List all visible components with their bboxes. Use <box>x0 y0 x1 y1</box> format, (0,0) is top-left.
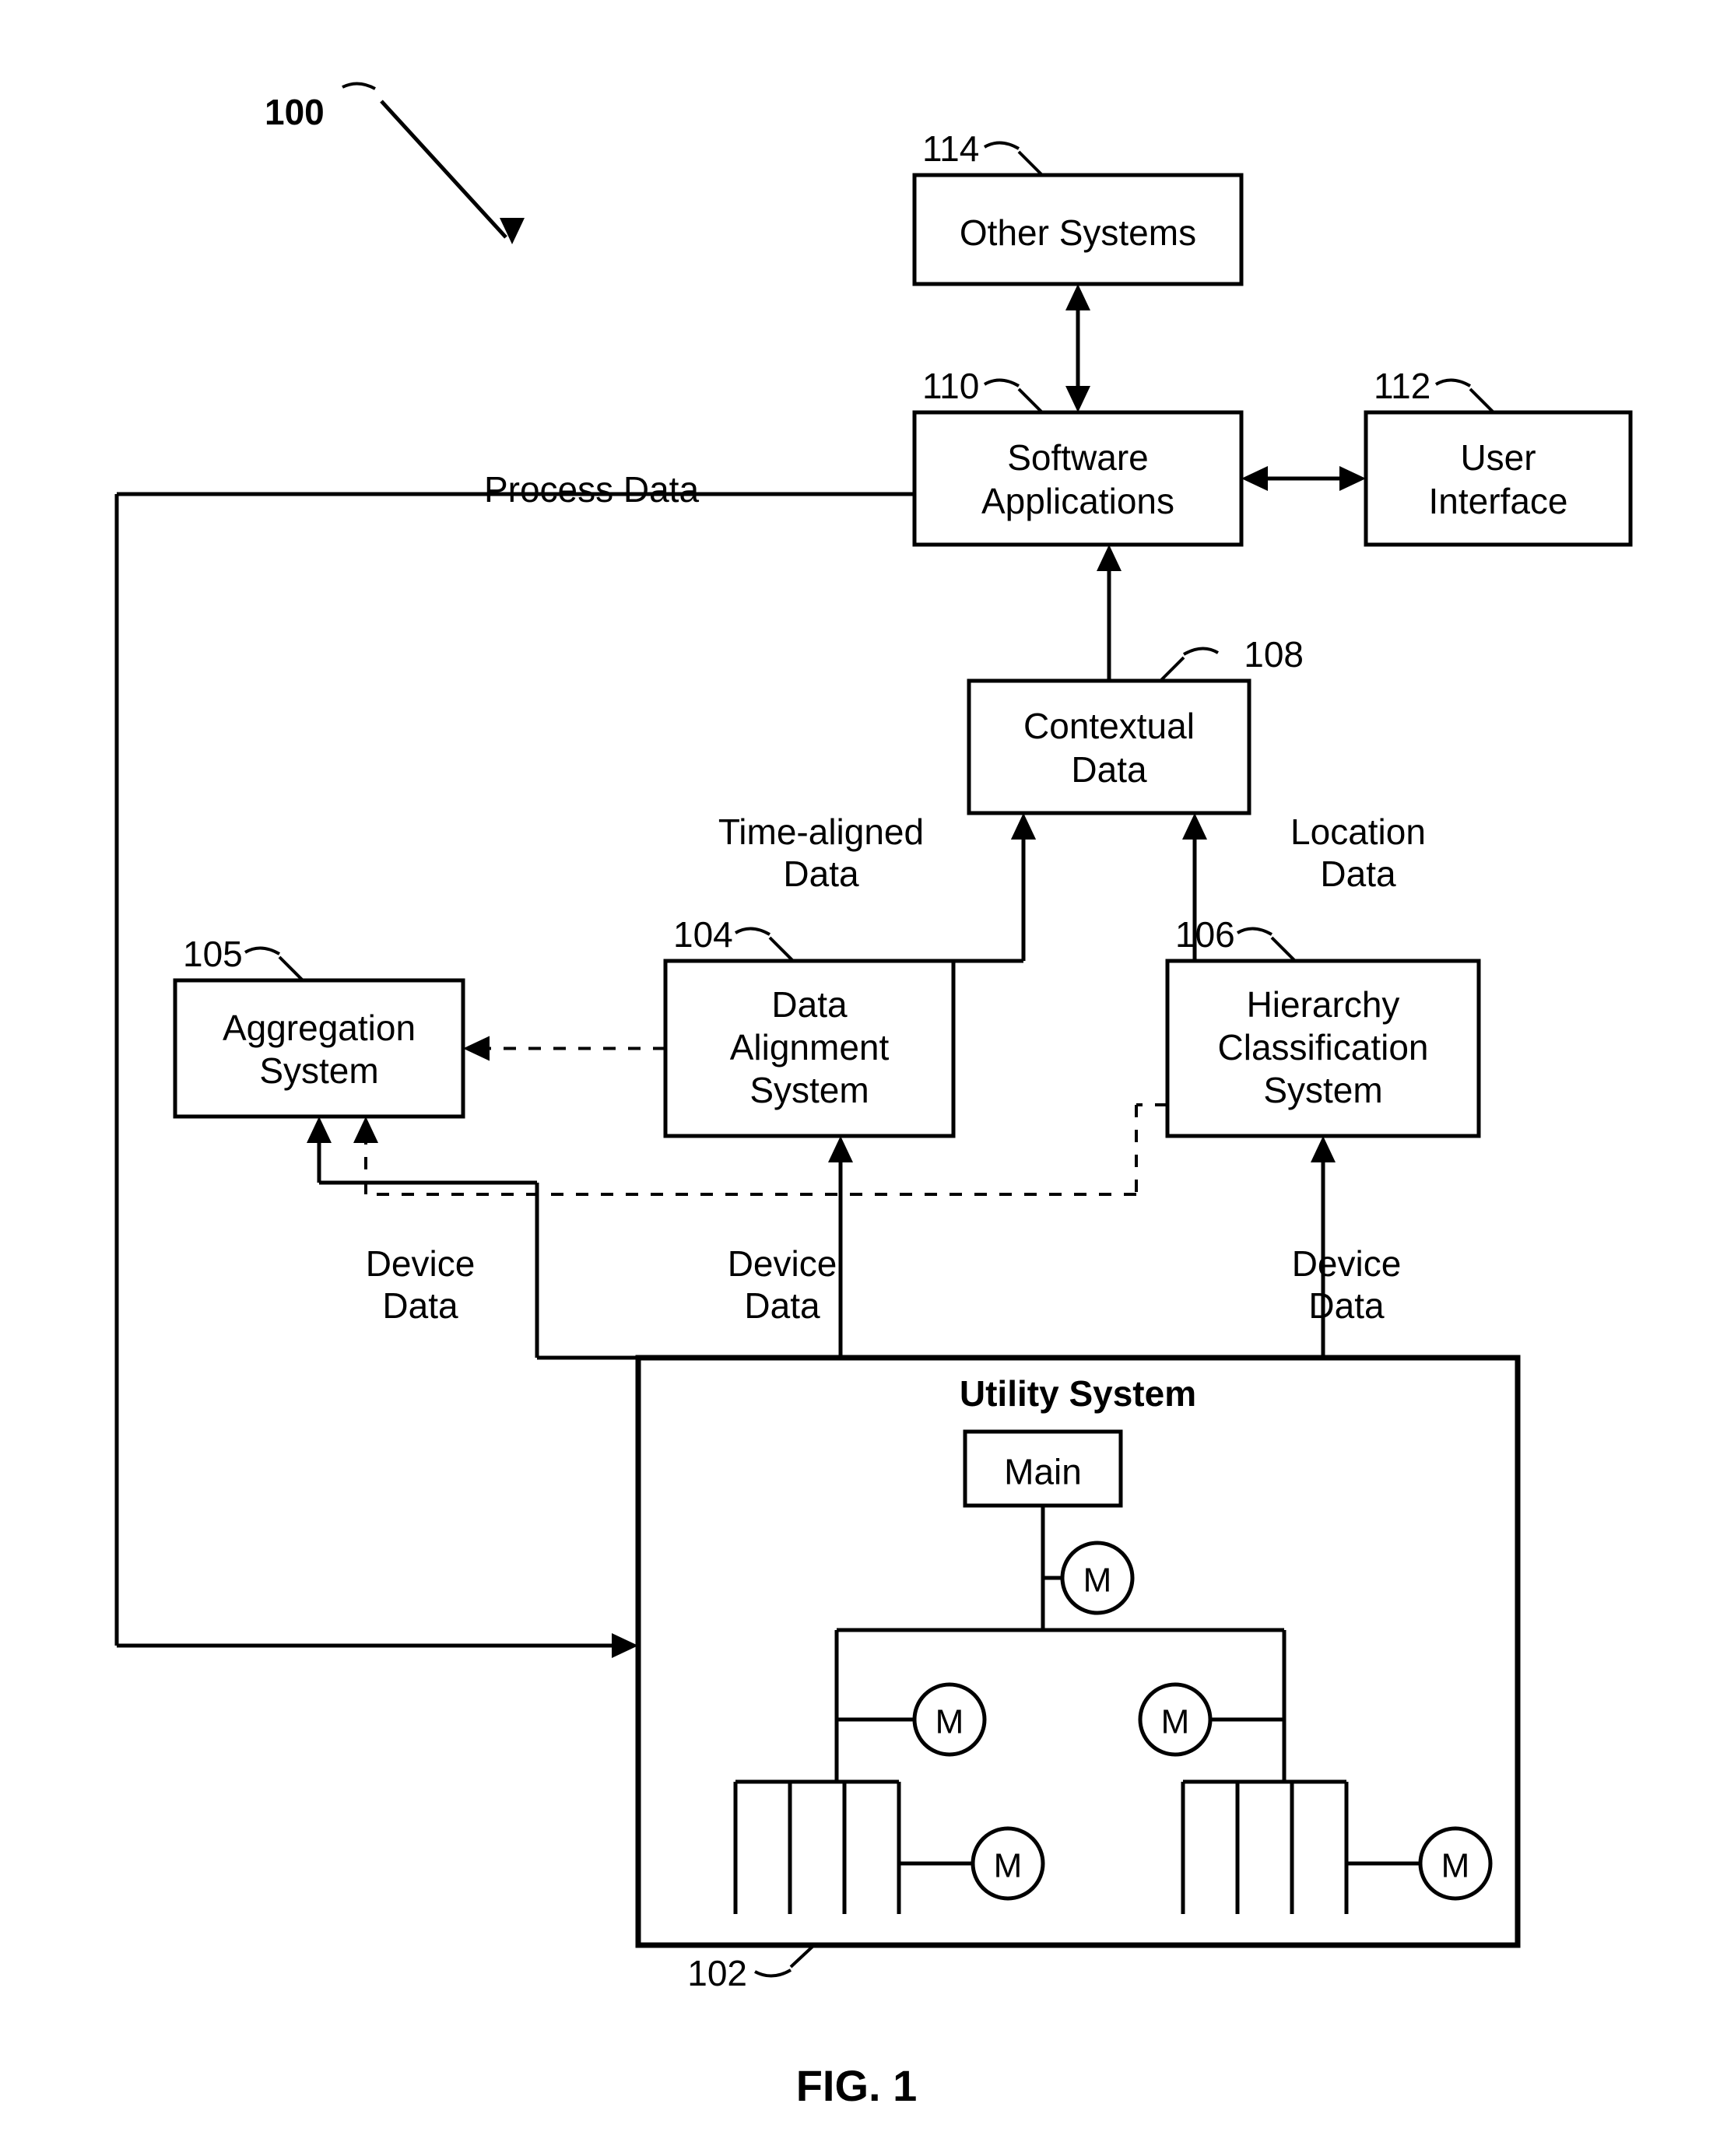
box <box>175 980 463 1117</box>
svg-text:102: 102 <box>687 1953 747 1993</box>
box <box>969 681 1249 813</box>
box <box>914 412 1241 545</box>
svg-text:Device: Device <box>1292 1243 1402 1284</box>
svg-text:User: User <box>1460 437 1536 478</box>
svg-text:System: System <box>259 1050 378 1091</box>
svg-text:Time-aligned: Time-aligned <box>718 812 924 852</box>
svg-text:Data: Data <box>1320 854 1396 894</box>
svg-text:Data: Data <box>783 854 859 894</box>
svg-text:Alignment: Alignment <box>730 1027 890 1067</box>
svg-text:Main: Main <box>1004 1452 1082 1492</box>
figure-canvas: 100 Other Systems 114 SoftwareApplications 1… <box>0 0 1713 2156</box>
svg-text:Data: Data <box>744 1285 820 1326</box>
svg-text:Aggregation: Aggregation <box>223 1008 416 1048</box>
svg-text:Data: Data <box>771 984 848 1025</box>
svg-text:Data: Data <box>1071 749 1147 790</box>
svg-text:Contextual: Contextual <box>1023 706 1195 746</box>
svg-text:Data: Data <box>382 1285 458 1326</box>
svg-text:Location: Location <box>1290 812 1426 852</box>
svg-text:105: 105 <box>183 934 243 974</box>
svg-text:Utility System: Utility System <box>960 1373 1196 1414</box>
svg-text:Data: Data <box>1308 1285 1385 1326</box>
svg-text:Hierarchy: Hierarchy <box>1247 984 1400 1025</box>
svg-text:M: M <box>1083 1562 1112 1600</box>
svg-text:M: M <box>935 1703 964 1741</box>
svg-text:Process Data: Process Data <box>484 469 700 510</box>
svg-text:106: 106 <box>1175 914 1235 955</box>
ref-100: 100 <box>265 92 325 132</box>
svg-text:Software: Software <box>1007 437 1149 478</box>
svg-text:112: 112 <box>1374 366 1430 406</box>
svg-text:Applications: Applications <box>981 481 1174 521</box>
svg-text:Classification: Classification <box>1218 1027 1429 1067</box>
svg-text:104: 104 <box>673 914 733 955</box>
figure-caption: FIG. 1 <box>796 2061 918 2110</box>
svg-text:Interface: Interface <box>1429 481 1568 521</box>
svg-text:M: M <box>1441 1847 1470 1885</box>
svg-text:Other Systems: Other Systems <box>960 212 1196 253</box>
svg-text:M: M <box>1161 1703 1190 1741</box>
svg-text:108: 108 <box>1244 634 1304 675</box>
svg-text:Device: Device <box>366 1243 476 1284</box>
svg-text:Device: Device <box>728 1243 837 1284</box>
svg-text:114: 114 <box>922 128 979 169</box>
svg-text:System: System <box>1263 1070 1382 1110</box>
svg-text:110: 110 <box>922 366 979 406</box>
svg-text:System: System <box>749 1070 869 1110</box>
box <box>1366 412 1631 545</box>
svg-text:M: M <box>994 1847 1023 1885</box>
